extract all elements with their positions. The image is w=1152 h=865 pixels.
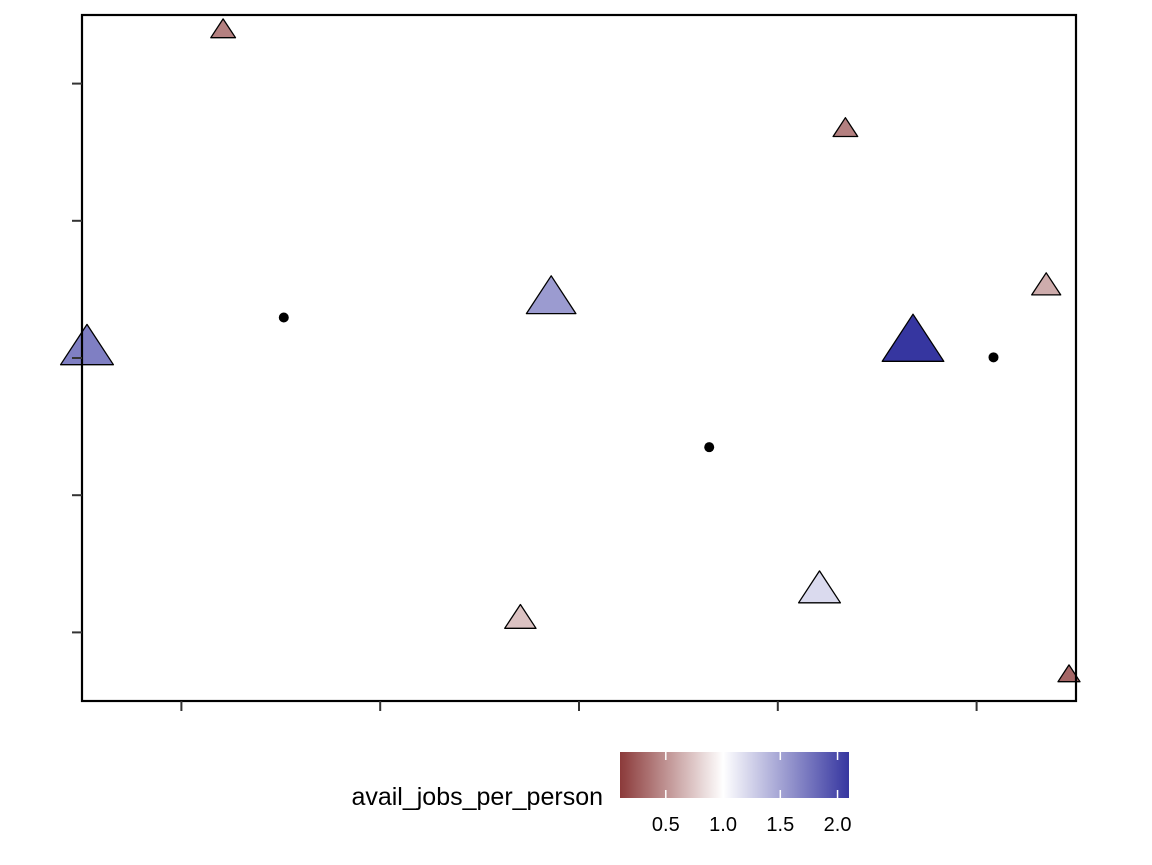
triangle-point-4 <box>525 275 577 315</box>
triangle-point-7 <box>797 570 842 604</box>
dot-point-3 <box>988 352 999 363</box>
dot-point-1 <box>278 312 289 323</box>
colorbar-label-2: 1.0 <box>709 814 737 836</box>
points-layer <box>59 18 1081 683</box>
colorbar-ticks: 0.5 1.0 1.5 2.0 <box>652 752 852 836</box>
triangle-point-8 <box>504 603 537 629</box>
triangle-point-2 <box>832 117 859 138</box>
colorbar-label-1: 0.5 <box>652 814 680 836</box>
triangle-point-9 <box>1057 664 1081 683</box>
triangle-point-5 <box>881 313 945 362</box>
legend-title: avail_jobs_per_person <box>351 783 603 811</box>
colorbar-label-4: 2.0 <box>824 814 852 836</box>
triangle-point-3 <box>1031 272 1062 296</box>
triangle-point-6 <box>59 323 115 366</box>
triangle-point-1 <box>210 18 237 39</box>
dot-point-2 <box>704 442 715 453</box>
x-axis-ticks <box>180 701 978 711</box>
colorbar-label-3: 1.5 <box>766 814 794 836</box>
y-axis-ticks <box>72 82 82 634</box>
legend: avail_jobs_per_person 0.5 1.0 1.5 2.0 <box>351 752 851 836</box>
colorbar <box>620 752 849 798</box>
